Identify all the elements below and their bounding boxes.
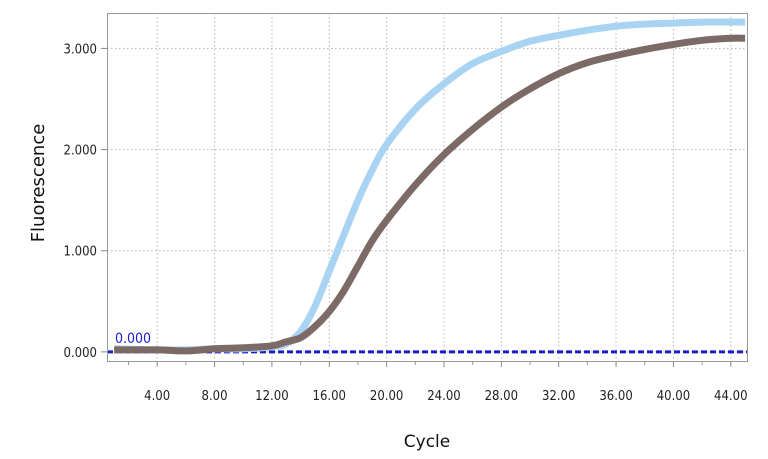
plot-frame xyxy=(107,13,748,362)
series-line-2 xyxy=(114,34,746,355)
x-tick-label: 4.00 xyxy=(144,389,170,404)
x-tick-label: 24.00 xyxy=(427,389,460,404)
x-tick-label: 20.00 xyxy=(370,389,403,404)
plot-area xyxy=(107,13,748,362)
x-tick-label: 16.00 xyxy=(313,389,346,404)
y-tick-label: 0.000 xyxy=(64,346,97,361)
x-tick-label: 44.00 xyxy=(714,389,747,404)
y-axis-label: Fluorescence xyxy=(28,124,49,243)
threshold-label: 0.000 xyxy=(115,331,151,347)
x-tick-label: 8.00 xyxy=(202,389,228,404)
x-tick-label: 36.00 xyxy=(599,389,632,404)
threshold-line-group: 0.000 xyxy=(107,331,748,354)
x-tick-label: 12.00 xyxy=(255,389,288,404)
y-tick-label: 2.000 xyxy=(64,144,97,159)
y-axis: 0.000 1.000 2.000 3.000 xyxy=(64,42,107,361)
x-tick-label: 40.00 xyxy=(657,389,690,404)
x-tick-label: 28.00 xyxy=(485,389,518,404)
y-tick-label: 3.000 xyxy=(64,42,97,57)
y-tick-label: 1.000 xyxy=(64,245,97,260)
series-group xyxy=(114,18,746,355)
x-tick-label: 32.00 xyxy=(542,389,575,404)
x-axis: 4.00 8.00 12.00 16.00 20.00 24.00 28.00 32.00 36… xyxy=(128,362,748,404)
x-axis-label: Cycle xyxy=(404,432,450,452)
